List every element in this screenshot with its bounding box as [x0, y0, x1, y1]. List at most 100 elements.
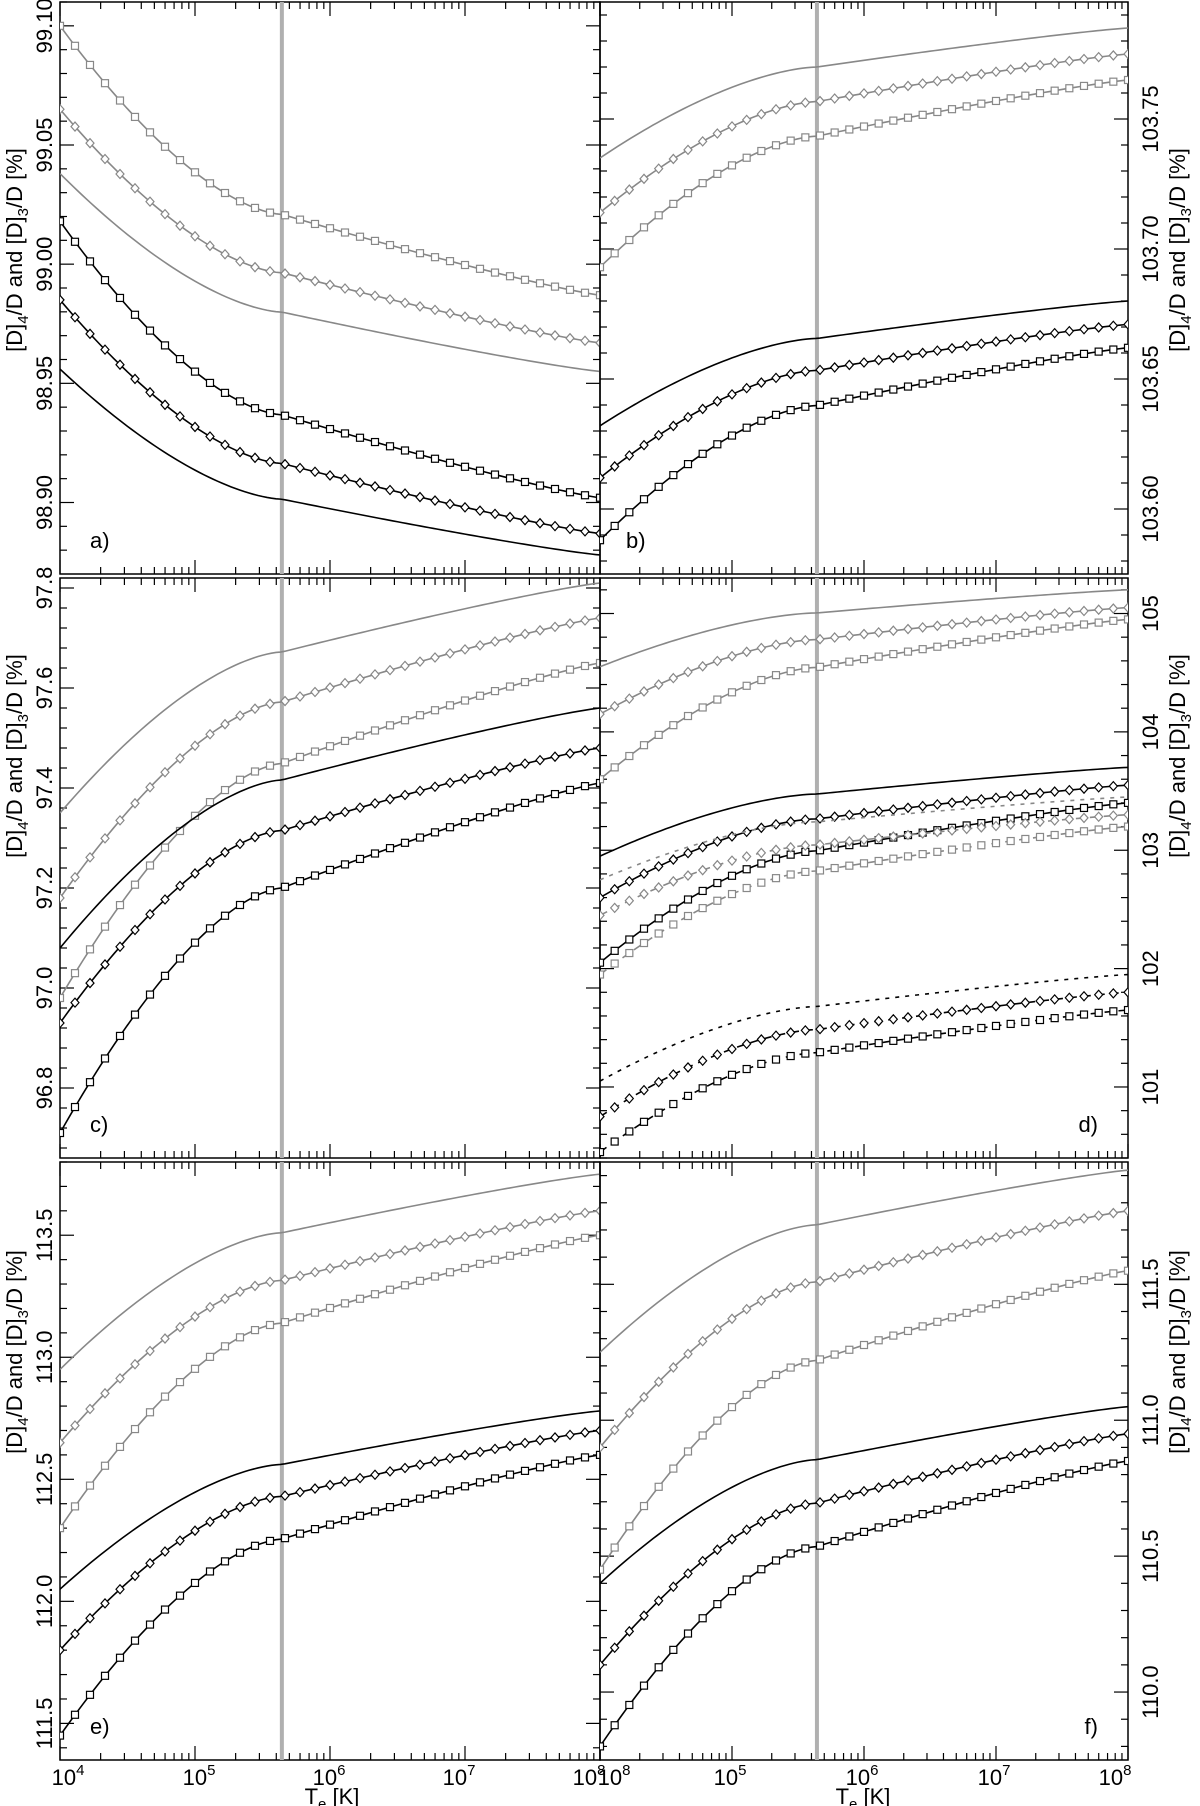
series — [60, 1410, 600, 1590]
data-point — [713, 169, 722, 178]
series — [60, 1450, 600, 1740]
data-point — [609, 1424, 620, 1436]
data-point — [859, 1264, 869, 1276]
x-ticklabel: 106 — [846, 1762, 879, 1790]
data-point — [415, 249, 425, 258]
data-point — [800, 840, 811, 851]
data-point — [295, 1486, 305, 1498]
data-point — [1065, 622, 1074, 631]
data-point — [653, 679, 664, 690]
data-point — [801, 1544, 810, 1553]
data-point — [1050, 807, 1059, 817]
data-point — [903, 113, 913, 122]
data-point — [668, 672, 679, 684]
data-point — [1123, 779, 1128, 791]
data-point — [385, 484, 395, 496]
data-point — [70, 871, 80, 883]
data-point — [683, 411, 693, 423]
data-point — [1064, 813, 1075, 825]
data-point — [1035, 787, 1045, 799]
series — [60, 707, 600, 949]
y-ticklabel: 103 — [1138, 832, 1163, 869]
data-point — [786, 667, 795, 676]
data-point — [845, 1043, 854, 1052]
data-point — [1021, 91, 1030, 100]
data-point — [683, 711, 693, 721]
data-point — [145, 128, 155, 137]
data-point — [85, 1612, 95, 1624]
data-point — [235, 1333, 245, 1342]
y-ticklabel: 97.6 — [32, 667, 57, 710]
series-line — [60, 173, 600, 373]
data-point — [355, 477, 365, 489]
data-point — [668, 420, 679, 432]
data-point — [595, 493, 600, 502]
y-ticklabel: 99.00 — [32, 237, 57, 292]
data-point — [976, 68, 987, 80]
data-point — [340, 1299, 350, 1308]
y-ticklabel: 111.5 — [32, 1697, 57, 1749]
y-ticklabel: 97.0 — [32, 967, 57, 1010]
data-point — [800, 1024, 811, 1036]
data-point — [600, 1442, 605, 1453]
data-point — [490, 317, 500, 329]
data-point — [683, 895, 693, 904]
data-point — [830, 128, 839, 137]
data-point — [190, 1364, 200, 1373]
data-point — [190, 230, 200, 242]
data-point — [355, 1511, 365, 1520]
data-point — [977, 841, 986, 850]
data-point — [771, 1508, 781, 1520]
data-point — [610, 1721, 619, 1730]
series — [600, 766, 1128, 857]
data-point — [220, 911, 230, 920]
data-point — [85, 945, 95, 954]
data-point — [145, 196, 155, 208]
data-point — [235, 1501, 245, 1513]
data-point — [800, 366, 811, 377]
data-point — [415, 711, 425, 720]
series — [600, 75, 1128, 272]
series — [60, 1173, 600, 1371]
data-point — [460, 1263, 470, 1273]
x-ticklabel: 107 — [978, 1762, 1011, 1790]
x-ticklabel: 108 — [1099, 1762, 1132, 1790]
data-point — [175, 354, 185, 364]
y-ticklabel: 97.2 — [32, 867, 57, 910]
data-point — [639, 495, 649, 504]
y-ticklabel: 111.5 — [1138, 1258, 1163, 1310]
data-point — [325, 742, 335, 751]
data-point — [801, 664, 810, 673]
data-point — [385, 1503, 395, 1512]
series-line — [600, 589, 1128, 668]
data-point — [815, 633, 825, 645]
series — [600, 822, 1128, 979]
data-point — [235, 197, 245, 206]
series — [600, 318, 1128, 484]
data-point — [844, 1268, 855, 1279]
data-point — [785, 99, 796, 111]
data-point — [520, 324, 530, 335]
data-point — [698, 1084, 707, 1093]
data-point — [610, 249, 619, 258]
data-point — [370, 797, 380, 809]
data-point — [932, 1467, 943, 1479]
data-point — [859, 357, 869, 368]
data-point — [70, 311, 80, 323]
data-point — [668, 854, 679, 865]
series — [600, 779, 1128, 903]
data-point — [1035, 1476, 1045, 1486]
data-point — [600, 892, 605, 903]
data-point — [727, 431, 737, 440]
data-point — [1094, 801, 1103, 811]
series — [60, 1231, 600, 1533]
data-point — [145, 990, 155, 999]
panel-f: 110.0 110.5 111.0 111.5 f) — [599, 1161, 1163, 1761]
ylabel-row3-left: [D]4/D and [D]3/D [%] — [2, 1250, 32, 1454]
data-point — [100, 1461, 110, 1470]
data-point — [771, 1055, 781, 1064]
data-point — [785, 1027, 796, 1038]
data-point — [265, 1276, 275, 1288]
data-point — [712, 128, 723, 139]
data-point — [653, 1595, 664, 1607]
